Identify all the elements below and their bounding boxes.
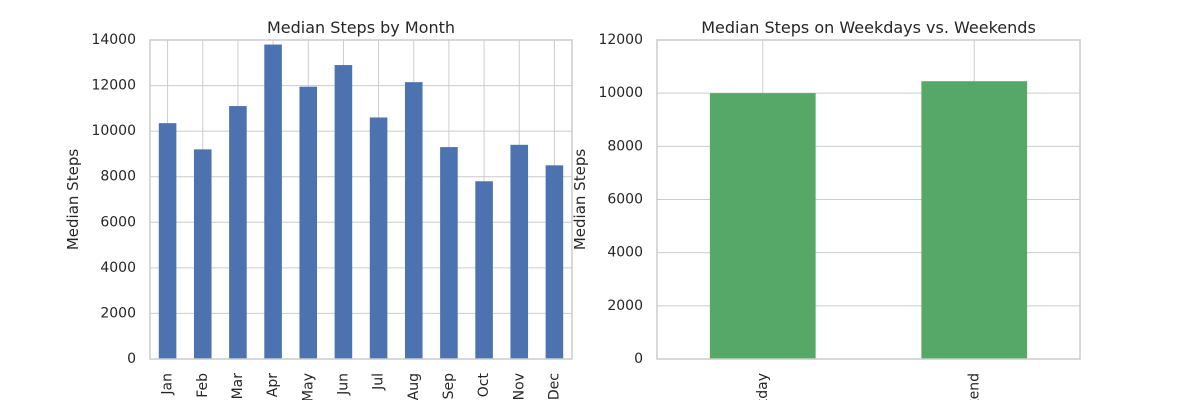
x-tick-label: Feb — [195, 373, 211, 398]
y-axis-label: Median Steps — [571, 149, 589, 250]
chart-title: Median Steps by Month — [267, 18, 455, 37]
y-tick-label: 0 — [634, 351, 643, 367]
bar — [709, 93, 816, 360]
bar — [193, 149, 212, 359]
y-tick-label: 12000 — [91, 78, 136, 94]
bar — [299, 86, 318, 359]
x-tick-label: Nov — [511, 373, 527, 400]
x-tick-label: Weekend — [966, 373, 982, 400]
x-tick-label: Weekday — [755, 373, 771, 400]
y-tick-label: 4000 — [607, 245, 643, 261]
y-tick-label: 10000 — [598, 85, 643, 101]
x-tick-label: Sep — [441, 373, 457, 400]
x-tick-label: Jun — [335, 373, 351, 396]
y-tick-label: 14000 — [91, 32, 136, 48]
x-tick-label: Mar — [230, 373, 246, 400]
x-tick-label: Dec — [546, 373, 562, 400]
y-tick-label: 2000 — [607, 298, 643, 314]
y-tick-label: 10000 — [91, 123, 136, 139]
x-tick-label: Apr — [265, 373, 281, 397]
y-tick-label: 0 — [127, 351, 136, 367]
x-tick-label: Aug — [406, 373, 422, 400]
x-tick-label: Jul — [371, 373, 387, 391]
axes-frame — [149, 39, 573, 360]
x-tick-label: May — [300, 373, 316, 400]
y-axis-label: Median Steps — [64, 149, 82, 250]
x-tick-label: Jan — [160, 373, 176, 396]
bar — [510, 144, 529, 359]
y-tick-label: 6000 — [607, 192, 643, 208]
y-tick-label: 4000 — [100, 260, 136, 276]
bar — [264, 44, 282, 360]
y-tick-label: 2000 — [100, 305, 136, 321]
bar — [334, 65, 353, 360]
y-tick-label: 8000 — [607, 138, 643, 154]
y-tick-label: 12000 — [598, 32, 643, 48]
bar — [545, 165, 564, 359]
bar — [229, 106, 247, 359]
bar — [404, 82, 423, 360]
y-tick-label: 8000 — [100, 169, 136, 185]
bar — [440, 147, 458, 359]
bar — [921, 81, 1028, 360]
bar — [475, 181, 493, 359]
chart-title: Median Steps on Weekdays vs. Weekends — [701, 18, 1036, 37]
y-tick-label: 6000 — [100, 214, 136, 230]
bar — [369, 117, 388, 359]
bar — [158, 123, 177, 360]
axes-frame — [656, 39, 1081, 360]
x-tick-label: Oct — [476, 373, 492, 398]
